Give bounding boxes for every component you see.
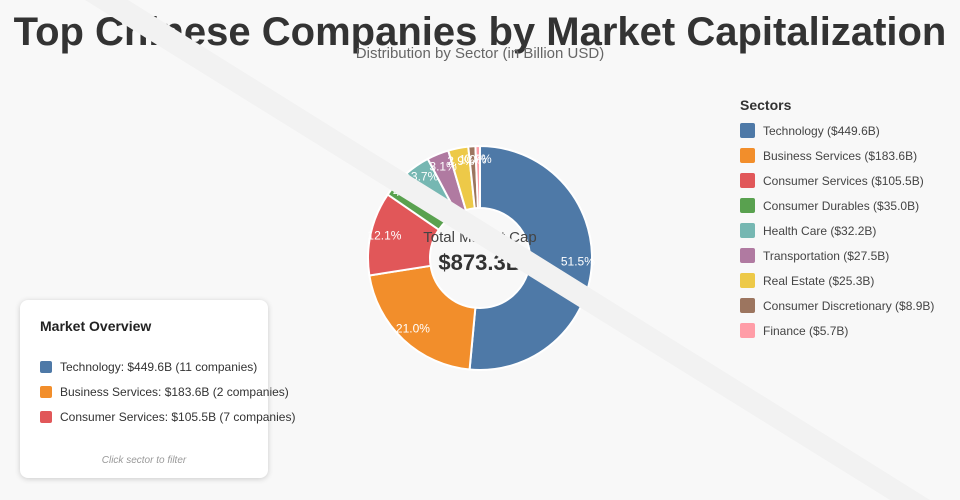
overview-item-label: Consumer Services: $105.5B (7 companies) xyxy=(60,409,296,424)
legend-swatch xyxy=(740,248,755,263)
slice-label-technology: 51.5% xyxy=(561,255,595,269)
overview-swatch xyxy=(40,410,52,423)
legend-item-health-care[interactable]: Health Care ($32.2B) xyxy=(740,218,955,243)
legend-item-finance[interactable]: Finance ($5.7B) xyxy=(740,318,955,343)
center-value: $873.3B xyxy=(438,250,521,275)
legend-item-real-estate[interactable]: Real Estate ($25.3B) xyxy=(740,268,955,293)
legend-label: Real Estate ($25.3B) xyxy=(763,273,875,288)
slice-business-services[interactable] xyxy=(368,264,477,371)
legend: Sectors Technology ($449.6B) Business Ser… xyxy=(740,97,955,343)
slice-label-consumer-services: 12.1% xyxy=(367,229,401,243)
slice-label-business-services: 21.0% xyxy=(396,322,430,336)
legend-swatch xyxy=(740,173,755,188)
legend-swatch xyxy=(740,148,755,163)
overview-items: Technology: $449.6B (11 companies) Busine… xyxy=(40,354,295,429)
overview-item: Consumer Services: $105.5B (7 companies) xyxy=(40,404,295,429)
legend-items: Technology ($449.6B) Business Services ($… xyxy=(740,118,955,343)
slice-label-consumer-durables: 4.0% xyxy=(393,185,421,199)
legend-swatch xyxy=(740,273,755,288)
legend-label: Business Services ($183.6B) xyxy=(763,148,918,163)
overview-item-label: Business Services: $183.6B (2 companies) xyxy=(60,384,289,399)
legend-item-consumer-durables[interactable]: Consumer Durables ($35.0B) xyxy=(740,193,955,218)
overview-item-label: Technology: $449.6B (11 companies) xyxy=(60,359,258,374)
overview-swatch xyxy=(40,385,52,398)
legend-label: Transportation ($27.5B) xyxy=(763,248,890,263)
legend-swatch xyxy=(740,123,755,138)
overview-item: Business Services: $183.6B (2 companies) xyxy=(40,379,289,404)
overview-swatch xyxy=(40,360,52,373)
legend-label: Consumer Durables ($35.0B) xyxy=(763,198,920,213)
legend-item-transportation[interactable]: Transportation ($27.5B) xyxy=(740,243,955,268)
legend-swatch xyxy=(740,198,755,213)
legend-swatch xyxy=(740,323,755,338)
center-label: Total Market Cap xyxy=(423,229,536,246)
legend-item-consumer-discretionary[interactable]: Consumer Discretionary ($8.9B) xyxy=(740,293,955,318)
overview-title: Market Overview xyxy=(40,318,152,334)
legend-swatch xyxy=(740,223,755,238)
legend-label: Finance ($5.7B) xyxy=(763,323,849,338)
legend-swatch xyxy=(740,298,755,313)
slice-label-finance: 0.7% xyxy=(464,152,492,166)
overview-item: Technology: $449.6B (11 companies) xyxy=(40,354,257,379)
market-overview-panel: Market Overview Technology: $449.6B (11 … xyxy=(20,300,295,478)
legend-label: Consumer Discretionary ($8.9B) xyxy=(763,298,935,313)
legend-item-business-services[interactable]: Business Services ($183.6B) xyxy=(740,143,955,168)
legend-item-technology[interactable]: Technology ($449.6B) xyxy=(740,118,955,143)
legend-label: Consumer Services ($105.5B) xyxy=(763,173,924,188)
legend-label: Technology ($449.6B) xyxy=(763,123,880,138)
legend-label: Health Care ($32.2B) xyxy=(763,223,877,238)
legend-title: Sectors xyxy=(740,97,792,113)
legend-item-consumer-services[interactable]: Consumer Services ($105.5B) xyxy=(740,168,955,193)
overview-hint: Click sector to filter xyxy=(101,455,187,466)
